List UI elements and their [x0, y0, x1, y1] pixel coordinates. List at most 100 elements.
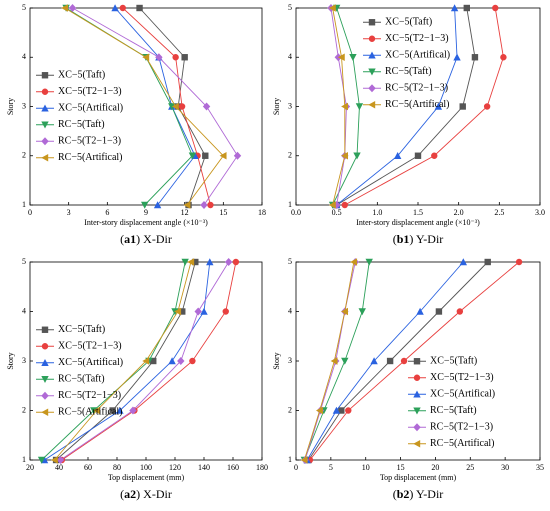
data-point [111, 4, 119, 12]
x-tick-label: 140 [198, 463, 210, 472]
data-point [338, 407, 345, 414]
legend-label: RC−5(Artifical) [58, 152, 123, 163]
legend-marker [413, 440, 421, 448]
data-point [341, 201, 348, 209]
legend-label: XC−5(T2−1−3) [58, 341, 122, 352]
caption-part: ( [393, 232, 397, 246]
data-point [168, 357, 176, 365]
data-point [365, 258, 373, 266]
data-point [174, 307, 182, 316]
legend-label: RC−5(T2−1−3) [385, 83, 448, 94]
legend-label: XC−5(Artifical) [58, 103, 123, 114]
data-point [202, 102, 211, 111]
x-tick-label: 20 [26, 463, 34, 472]
x-tick-label: 160 [227, 463, 239, 472]
data-point [178, 103, 186, 110]
data-point [183, 201, 191, 209]
data-point [142, 357, 150, 365]
caption: (a2) X-Dir [120, 487, 172, 501]
data-point [200, 307, 208, 315]
caption-part: ) X-Dir [136, 232, 172, 246]
legend-marker [368, 101, 376, 109]
data-point [416, 307, 424, 315]
data-point [330, 357, 338, 365]
legend-label: RC−5(T2−1−3) [58, 136, 121, 147]
data-point [171, 102, 179, 111]
data-point [341, 102, 348, 111]
data-point [206, 258, 214, 266]
data-point [181, 54, 188, 61]
data-point [515, 258, 523, 266]
x-tick-label: 100 [140, 463, 152, 472]
legend-label: XC−5(Artifical) [58, 357, 123, 368]
data-point [350, 258, 358, 266]
y-tick-label: 4 [288, 306, 292, 315]
legend-marker [41, 408, 49, 416]
legend-label: XC−5(T2−1−3) [430, 372, 494, 383]
data-point [345, 407, 352, 414]
legend-marker [368, 51, 376, 59]
data-point [129, 406, 137, 415]
data-point [168, 103, 176, 111]
caption: (b2) Y-Dir [393, 487, 444, 501]
data-point [341, 152, 348, 160]
y-tick-label: 5 [22, 257, 26, 266]
x-tick-label: 0 [28, 208, 32, 217]
x-tick-label: 2.0 [454, 208, 464, 217]
x-tick-label: 10 [362, 463, 370, 472]
data-point [349, 54, 357, 61]
legend-label: XC−5(T2−1−3) [385, 33, 449, 44]
y-tick-label: 4 [22, 52, 26, 61]
data-point [189, 357, 196, 365]
x-tick-label: 12 [181, 208, 189, 217]
data-point [37, 456, 46, 464]
x-tick-label: 0 [294, 463, 298, 472]
y-axis-label: Story [6, 352, 15, 369]
data-point [61, 4, 68, 12]
x-axis-label: Top displacement (mm) [108, 473, 185, 482]
data-point [179, 308, 186, 315]
data-point [393, 152, 402, 159]
data-point [463, 4, 470, 12]
legend-marker [41, 88, 49, 95]
data-point [328, 4, 336, 12]
legend-label: XC−5(Taft) [385, 17, 432, 28]
data-point [233, 151, 242, 160]
data-point [50, 456, 58, 464]
data-point [153, 201, 162, 209]
data-point [355, 103, 364, 111]
legend-marker [413, 374, 421, 381]
data-point [200, 201, 208, 209]
caption-part: ( [120, 232, 124, 246]
data-point [341, 307, 348, 316]
data-point [202, 152, 209, 159]
y-axis-label: Story [6, 98, 15, 115]
y-tick-label: 3 [22, 356, 26, 365]
legend-marker [41, 137, 49, 146]
data-point [358, 308, 366, 316]
y-tick-label: 2 [288, 151, 292, 160]
legend-label: RC−5(Artifical) [385, 99, 450, 110]
caption-part: ) Y-Dir [409, 232, 443, 246]
y-tick-label: 3 [288, 356, 292, 365]
legend-marker [368, 35, 376, 42]
data-point [219, 152, 227, 160]
legend-label: XC−5(Artifical) [430, 389, 495, 400]
legend-marker [41, 104, 49, 112]
x-tick-label: 40 [55, 463, 63, 472]
y-tick-label: 5 [288, 3, 292, 12]
y-tick-label: 4 [22, 306, 26, 315]
legend-marker [368, 84, 376, 93]
data-point [222, 308, 229, 315]
data-point [483, 103, 491, 110]
data-point [192, 258, 199, 266]
data-point [316, 406, 323, 415]
y-tick-label: 5 [22, 3, 26, 12]
x-axis-label: Top displacement (mm) [380, 473, 457, 482]
data-point [435, 308, 443, 315]
caption-part: b2 [397, 487, 410, 501]
data-point [370, 357, 378, 365]
y-tick-label: 2 [22, 405, 26, 414]
caption-part: ( [393, 487, 397, 501]
x-tick-label: 1.5 [413, 208, 423, 217]
